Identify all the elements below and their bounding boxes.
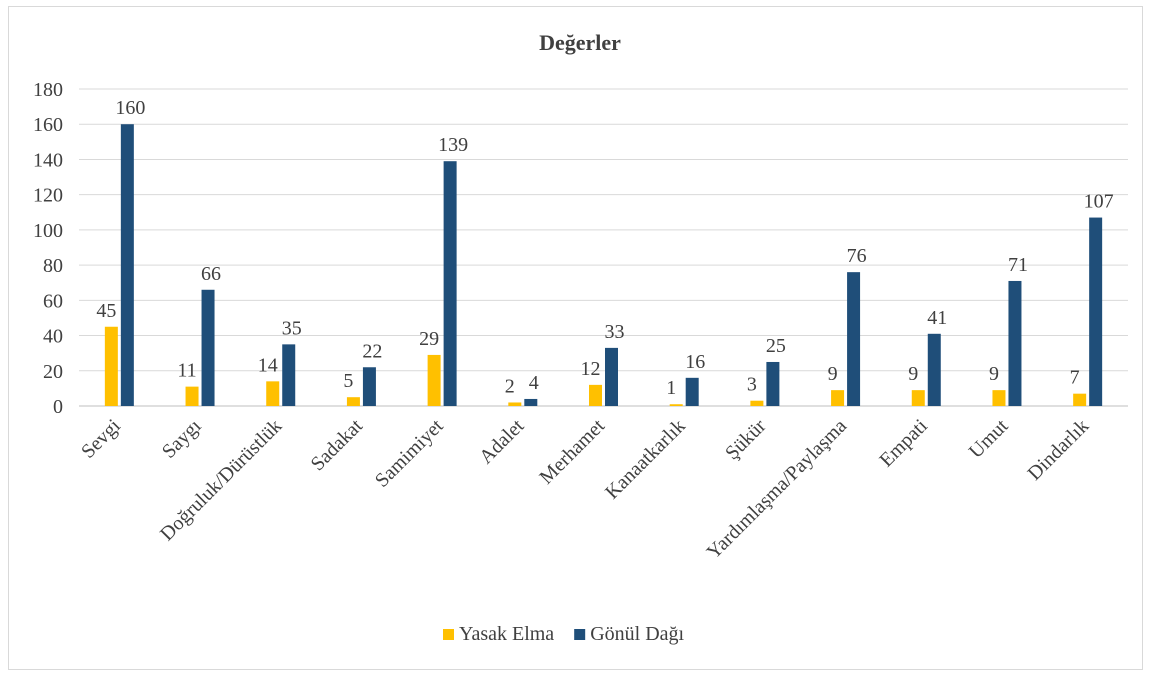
bar-yasak-elma-adalet (508, 402, 522, 406)
data-label-gonul-dagi-sukur: 25 (766, 335, 786, 357)
y-axis-ticks: 0 20 40 60 80 100 120 140 160 180 (33, 79, 63, 418)
bar-gonul-dagi-sadakat (362, 367, 376, 406)
y-tick-label: 160 (33, 114, 63, 136)
bar-yasak-elma-empati (911, 390, 925, 406)
gridlines (79, 88, 1128, 407)
chart-frame (8, 6, 1143, 670)
data-label-gonul-dagi-dindarlik: 107 (1084, 191, 1114, 213)
legend: Yasak Elma Gönül Dağı (443, 623, 685, 645)
bar-gonul-dagi-sevgi (120, 124, 134, 406)
data-label-yasak-elma-adalet: 2 (505, 375, 515, 397)
bar-yasak-elma-sevgi (104, 326, 118, 406)
bar-yasak-elma-umut (992, 390, 1006, 406)
x-tick-label-kanaatkarlik: Kanaatkarlık (601, 415, 690, 504)
legend-swatch-yasak-elma (443, 629, 454, 640)
bars (104, 124, 1103, 406)
bar-gonul-dagi-saygi (201, 289, 215, 406)
y-tick-label: 120 (33, 185, 63, 207)
data-label-gonul-dagi-dogruluk-durustluk: 35 (282, 317, 302, 339)
x-tick-label-yardimlasma-paylasma: Yardımlaşma/Paylaşma (703, 415, 852, 564)
data-label-gonul-dagi-saygi: 66 (201, 263, 221, 285)
legend-label-yasak-elma: Yasak Elma (459, 623, 554, 645)
data-label-gonul-dagi-sevgi: 160 (115, 97, 145, 119)
y-tick-label: 100 (33, 220, 63, 242)
data-label-gonul-dagi-umut: 71 (1008, 254, 1028, 276)
y-tick-label: 60 (43, 290, 63, 312)
data-label-yasak-elma-yardimlasma-paylasma: 9 (828, 363, 838, 385)
bar-yasak-elma-samimiyet (427, 354, 441, 406)
legend-label-gonul-dagi: Gönül Dağı (590, 623, 684, 645)
data-label-yasak-elma-sadakat: 5 (343, 370, 353, 392)
y-tick-label: 180 (33, 79, 63, 101)
x-tick-label-samimiyet: Samimiyet (371, 415, 448, 492)
x-tick-label-saygi: Saygı (158, 415, 206, 463)
data-label-gonul-dagi-sadakat: 22 (362, 340, 382, 362)
bar-yasak-elma-saygi (185, 386, 199, 406)
data-label-yasak-elma-sukur: 3 (747, 374, 757, 396)
data-label-yasak-elma-empati: 9 (908, 363, 918, 385)
x-tick-label-sevgi: Sevgi (77, 415, 125, 463)
x-tick-label-empati: Empati (875, 415, 932, 472)
data-label-gonul-dagi-kanaatkarlik: 16 (685, 351, 705, 373)
bar-gonul-dagi-samimiyet (443, 161, 457, 406)
x-tick-label-merhamet: Merhamet (535, 415, 609, 489)
bar-gonul-dagi-dindarlik (1089, 217, 1103, 406)
bar-yasak-elma-sadakat (346, 397, 360, 406)
data-label-yasak-elma-dindarlik: 7 (1070, 367, 1080, 389)
bar-gonul-dagi-adalet (524, 398, 538, 406)
x-tick-label-umut: Umut (965, 415, 1013, 463)
bar-yasak-elma-dindarlik (1073, 393, 1087, 406)
bar-yasak-elma-dogruluk-durustluk (266, 381, 280, 406)
bar-gonul-dagi-merhamet (605, 347, 618, 406)
data-label-gonul-dagi-adalet: 4 (529, 372, 539, 394)
legend-swatch-gonul-dagi (574, 629, 586, 640)
data-label-yasak-elma-merhamet: 12 (581, 358, 601, 380)
data-label-yasak-elma-kanaatkarlik: 1 (666, 377, 676, 399)
data-label-yasak-elma-saygi: 11 (177, 360, 196, 382)
y-tick-label: 40 (43, 326, 63, 348)
bar-gonul-dagi-umut (1008, 280, 1022, 406)
data-label-gonul-dagi-samimiyet: 139 (438, 134, 468, 156)
bar-gonul-dagi-dogruluk-durustluk (282, 344, 296, 406)
data-label-yasak-elma-sevgi: 45 (96, 300, 116, 322)
y-tick-label: 80 (43, 255, 63, 277)
x-tick-label-sukur: Şükür (721, 415, 771, 465)
bar-yasak-elma-merhamet (589, 384, 602, 406)
x-tick-label-sadakat: Sadakat (307, 415, 368, 476)
chart-title: Değerler (539, 30, 621, 55)
data-label-gonul-dagi-empati: 41 (927, 307, 947, 329)
bar-gonul-dagi-sukur (766, 361, 780, 406)
y-tick-label: 20 (43, 361, 63, 383)
data-label-yasak-elma-dogruluk-durustluk: 14 (258, 354, 278, 376)
bar-yasak-elma-yardimlasma-paylasma (831, 390, 845, 406)
x-tick-label-adalet: Adalet (475, 415, 529, 469)
bar-yasak-elma-sukur (750, 400, 764, 406)
data-label-yasak-elma-umut: 9 (989, 363, 999, 385)
data-label-yasak-elma-samimiyet: 29 (419, 328, 439, 350)
bar-gonul-dagi-yardimlasma-paylasma (847, 272, 861, 406)
data-label-gonul-dagi-yardimlasma-paylasma: 76 (847, 245, 867, 267)
y-tick-label: 140 (33, 149, 63, 171)
y-tick-label: 0 (53, 396, 63, 418)
bar-yasak-elma-kanaatkarlik (669, 404, 683, 406)
x-tick-label-dindarlik: Dindarlık (1023, 415, 1093, 485)
bar-gonul-dagi-empati (927, 333, 941, 406)
bar-gonul-dagi-kanaatkarlik (685, 377, 699, 406)
data-label-gonul-dagi-merhamet: 33 (605, 321, 625, 343)
